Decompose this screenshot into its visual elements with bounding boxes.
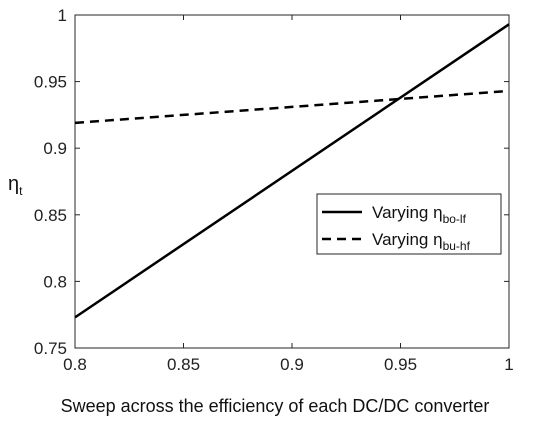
x-axis-label: Sweep across the efficiency of each DC/D… [61,396,490,416]
series-line-2 [74,89,510,125]
legend-label-1: Varying ηbo-lf [372,203,467,226]
series-line-1 [74,23,510,319]
legend: Varying ηbo-lf Varying ηbu-hf [316,193,502,255]
x-tick-label: 0.85 [167,355,200,374]
x-tick-label: 0.95 [384,355,417,374]
legend-label-2: Varying ηbu-hf [372,230,471,253]
y-tick-label: 0.75 [34,339,67,358]
x-tick-label: 0.8 [63,355,87,374]
y-tick-label: 0.85 [34,206,67,225]
y-tick-label: 0.95 [34,73,67,92]
x-tick-label: 0.9 [280,355,304,374]
x-tick-label: 1 [504,355,513,374]
y-ticks: 0.75 0.8 0.85 0.9 0.95 1 [34,6,509,358]
y-axis-label: ηt [8,173,23,198]
y-tick-label: 0.9 [43,139,67,158]
y-tick-label: 1 [58,6,67,25]
x-ticks: 0.8 0.85 0.9 0.95 1 [63,15,514,374]
legend-box [316,193,502,255]
series-lines [74,23,510,319]
plot-frame [74,14,510,349]
y-tick-label: 0.8 [43,272,67,291]
